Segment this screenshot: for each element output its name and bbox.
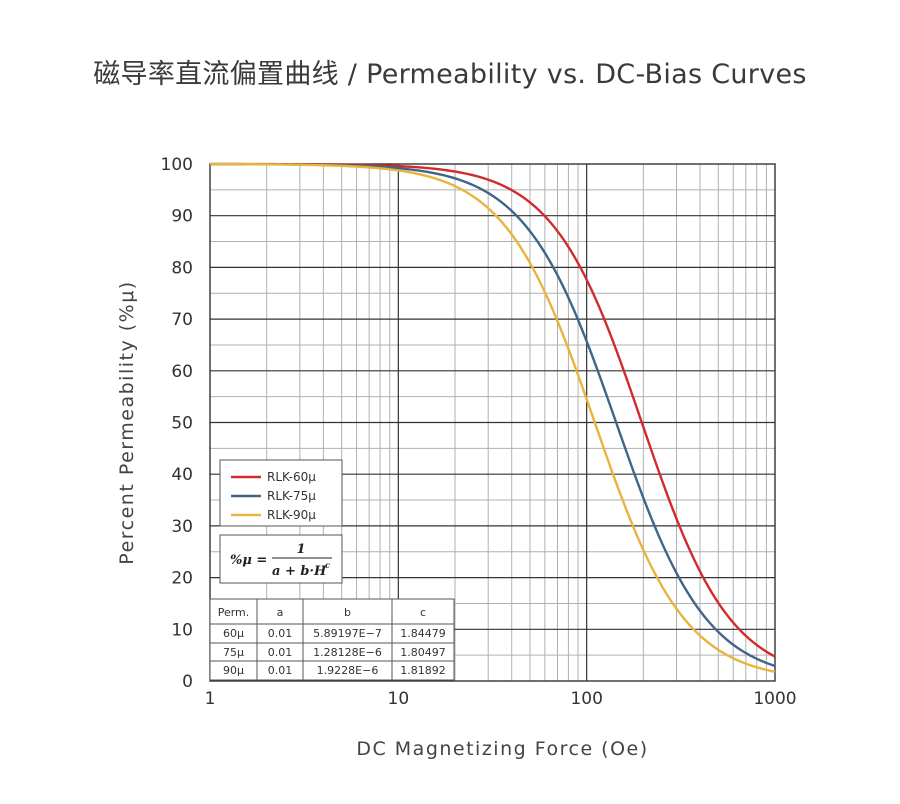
- table-cell: 60μ: [223, 627, 244, 640]
- legend: RLK-60μ RLK-75μ RLK-90μ: [219, 459, 343, 527]
- formula-numerator: 1: [296, 542, 305, 557]
- series-lines: [209, 162, 776, 673]
- plot-frame: [209, 163, 776, 682]
- legend-label: RLK-75μ: [267, 489, 316, 503]
- x-axis-label: DC Magnetizing Force (Oe): [356, 738, 648, 760]
- y-tick-label: 100: [161, 155, 193, 175]
- table-cell: 0.01: [268, 646, 293, 659]
- x-tick-label: 10: [388, 689, 410, 709]
- formula-lhs: %μ =: [230, 553, 267, 568]
- table-cell: 1.80497: [400, 646, 446, 659]
- table-cell: 1.84479: [400, 627, 446, 640]
- table-cell: 75μ: [223, 646, 244, 659]
- x-tick-label: 100: [570, 689, 602, 709]
- table-cell: 1.81892: [400, 664, 446, 677]
- table-cell: 0.01: [268, 627, 293, 640]
- table-cell: 1.9228E−6: [317, 664, 379, 677]
- y-tick-label: 40: [171, 465, 193, 485]
- table-cell: 90μ: [223, 664, 244, 677]
- table-header-cell: b: [344, 606, 351, 619]
- y-tick-label: 30: [171, 517, 193, 537]
- parameter-table: Perm. a b c 60μ 0.01 5.89197E−7 1.84479 75μ 0.01 1…: [209, 598, 455, 681]
- y-tick-label: 50: [171, 414, 193, 434]
- chart-title: 磁导率直流偏置曲线 / Permeability vs. DC-Bias Cur…: [93, 59, 807, 90]
- table-frame: [209, 598, 455, 681]
- y-tick-label: 70: [171, 310, 193, 330]
- y-tick-label: 60: [171, 362, 193, 382]
- y-tick-label: 20: [171, 569, 193, 589]
- x-tick-label: 1: [205, 689, 216, 709]
- series-line: [210, 162, 776, 668]
- table-cell: 1.28128E−6: [313, 646, 382, 659]
- legend-label: RLK-90μ: [267, 508, 316, 522]
- formula: %μ = 1 a + b·Hc: [219, 534, 343, 584]
- formula-exponent: c: [325, 560, 330, 570]
- formula-box: [219, 534, 343, 584]
- x-tick-label: 1000: [753, 689, 796, 709]
- table-header-cell: c: [420, 606, 426, 619]
- grid: [210, 164, 775, 681]
- legend-label: RLK-60μ: [267, 470, 316, 484]
- series-line: [209, 162, 776, 673]
- table-cell: 0.01: [268, 664, 293, 677]
- y-tick-label: 90: [171, 207, 193, 227]
- y-tick-label: 10: [171, 620, 193, 640]
- table-header-cell: a: [277, 606, 284, 619]
- y-axis-label: Percent Permeability (%μ): [116, 280, 138, 564]
- table-header-cell: Perm.: [218, 606, 250, 619]
- formula-denominator: a + b·H: [272, 564, 327, 579]
- y-tick-label: 80: [171, 258, 193, 278]
- table-cell: 5.89197E−7: [313, 627, 382, 640]
- y-tick-label: 0: [182, 672, 193, 692]
